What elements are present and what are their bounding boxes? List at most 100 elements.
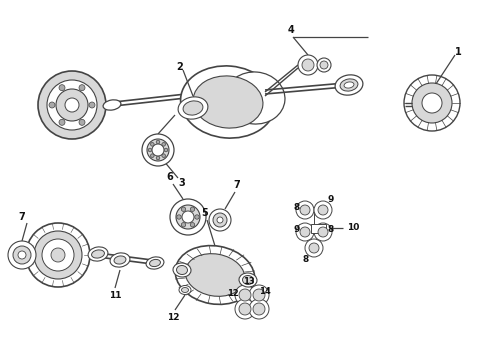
- Circle shape: [162, 154, 166, 157]
- Circle shape: [302, 59, 314, 71]
- Circle shape: [59, 119, 65, 125]
- Circle shape: [162, 143, 166, 146]
- Circle shape: [309, 243, 319, 253]
- Text: 2: 2: [176, 62, 183, 72]
- Circle shape: [89, 102, 95, 108]
- Circle shape: [42, 239, 74, 271]
- Circle shape: [190, 222, 195, 227]
- Ellipse shape: [173, 263, 191, 277]
- Circle shape: [79, 119, 85, 125]
- Circle shape: [152, 144, 164, 156]
- Text: 5: 5: [201, 208, 208, 218]
- Circle shape: [217, 217, 223, 223]
- Text: 8: 8: [328, 225, 334, 234]
- Ellipse shape: [176, 265, 188, 275]
- Text: 9: 9: [294, 225, 300, 234]
- Circle shape: [239, 289, 251, 301]
- Circle shape: [249, 299, 269, 319]
- Circle shape: [213, 213, 227, 227]
- Ellipse shape: [146, 257, 164, 269]
- Text: 7: 7: [19, 212, 25, 222]
- Circle shape: [79, 85, 85, 91]
- Text: 8: 8: [303, 256, 309, 265]
- Circle shape: [8, 241, 36, 269]
- Circle shape: [156, 140, 160, 144]
- Text: 10: 10: [347, 224, 359, 233]
- Ellipse shape: [179, 285, 191, 294]
- Circle shape: [239, 303, 251, 315]
- Circle shape: [195, 215, 199, 219]
- Circle shape: [59, 85, 65, 91]
- Circle shape: [56, 89, 88, 121]
- FancyBboxPatch shape: [311, 224, 326, 233]
- Text: 9: 9: [328, 195, 334, 204]
- Ellipse shape: [185, 254, 245, 296]
- Circle shape: [314, 201, 332, 219]
- Ellipse shape: [340, 79, 358, 91]
- Circle shape: [296, 201, 314, 219]
- Text: 14: 14: [259, 288, 271, 297]
- Ellipse shape: [225, 72, 285, 124]
- Circle shape: [170, 199, 206, 235]
- Circle shape: [300, 227, 310, 237]
- Ellipse shape: [239, 273, 257, 287]
- Circle shape: [298, 55, 318, 75]
- Circle shape: [49, 102, 55, 108]
- Circle shape: [164, 148, 168, 152]
- Circle shape: [209, 209, 231, 231]
- Ellipse shape: [178, 97, 208, 119]
- Circle shape: [38, 71, 106, 139]
- Circle shape: [253, 289, 265, 301]
- Text: 1: 1: [455, 47, 462, 57]
- Circle shape: [318, 205, 328, 215]
- Circle shape: [18, 251, 26, 259]
- Text: 12: 12: [227, 288, 239, 297]
- Circle shape: [147, 139, 169, 161]
- Ellipse shape: [193, 76, 263, 128]
- Circle shape: [320, 61, 328, 69]
- Ellipse shape: [344, 82, 354, 88]
- Circle shape: [253, 303, 265, 315]
- Circle shape: [317, 58, 331, 72]
- Circle shape: [314, 223, 332, 241]
- Circle shape: [176, 205, 200, 229]
- Circle shape: [34, 231, 82, 279]
- Ellipse shape: [114, 256, 126, 264]
- Circle shape: [249, 285, 269, 305]
- Ellipse shape: [175, 246, 255, 305]
- Text: 3: 3: [179, 178, 185, 188]
- Circle shape: [177, 215, 181, 219]
- Circle shape: [142, 134, 174, 166]
- Circle shape: [148, 148, 152, 152]
- Text: 13: 13: [243, 276, 255, 285]
- Circle shape: [235, 285, 255, 305]
- Circle shape: [296, 223, 314, 241]
- Text: 6: 6: [167, 172, 173, 182]
- Ellipse shape: [335, 75, 363, 95]
- Ellipse shape: [181, 66, 275, 138]
- Circle shape: [47, 80, 97, 130]
- Circle shape: [150, 154, 154, 157]
- Circle shape: [412, 83, 452, 123]
- Ellipse shape: [110, 253, 130, 267]
- Circle shape: [13, 246, 31, 264]
- Ellipse shape: [149, 260, 160, 266]
- Circle shape: [156, 156, 160, 160]
- Circle shape: [65, 98, 79, 112]
- Ellipse shape: [92, 250, 104, 258]
- Circle shape: [190, 207, 195, 211]
- Ellipse shape: [183, 101, 203, 115]
- Ellipse shape: [88, 247, 108, 261]
- Circle shape: [181, 207, 186, 211]
- Circle shape: [305, 239, 323, 257]
- Circle shape: [150, 143, 154, 146]
- Text: 7: 7: [234, 180, 241, 190]
- Ellipse shape: [181, 288, 189, 292]
- Circle shape: [182, 211, 194, 223]
- Circle shape: [51, 248, 65, 262]
- Circle shape: [404, 75, 460, 131]
- Text: 11: 11: [109, 292, 121, 301]
- Circle shape: [235, 299, 255, 319]
- Circle shape: [318, 227, 328, 237]
- Circle shape: [181, 222, 186, 227]
